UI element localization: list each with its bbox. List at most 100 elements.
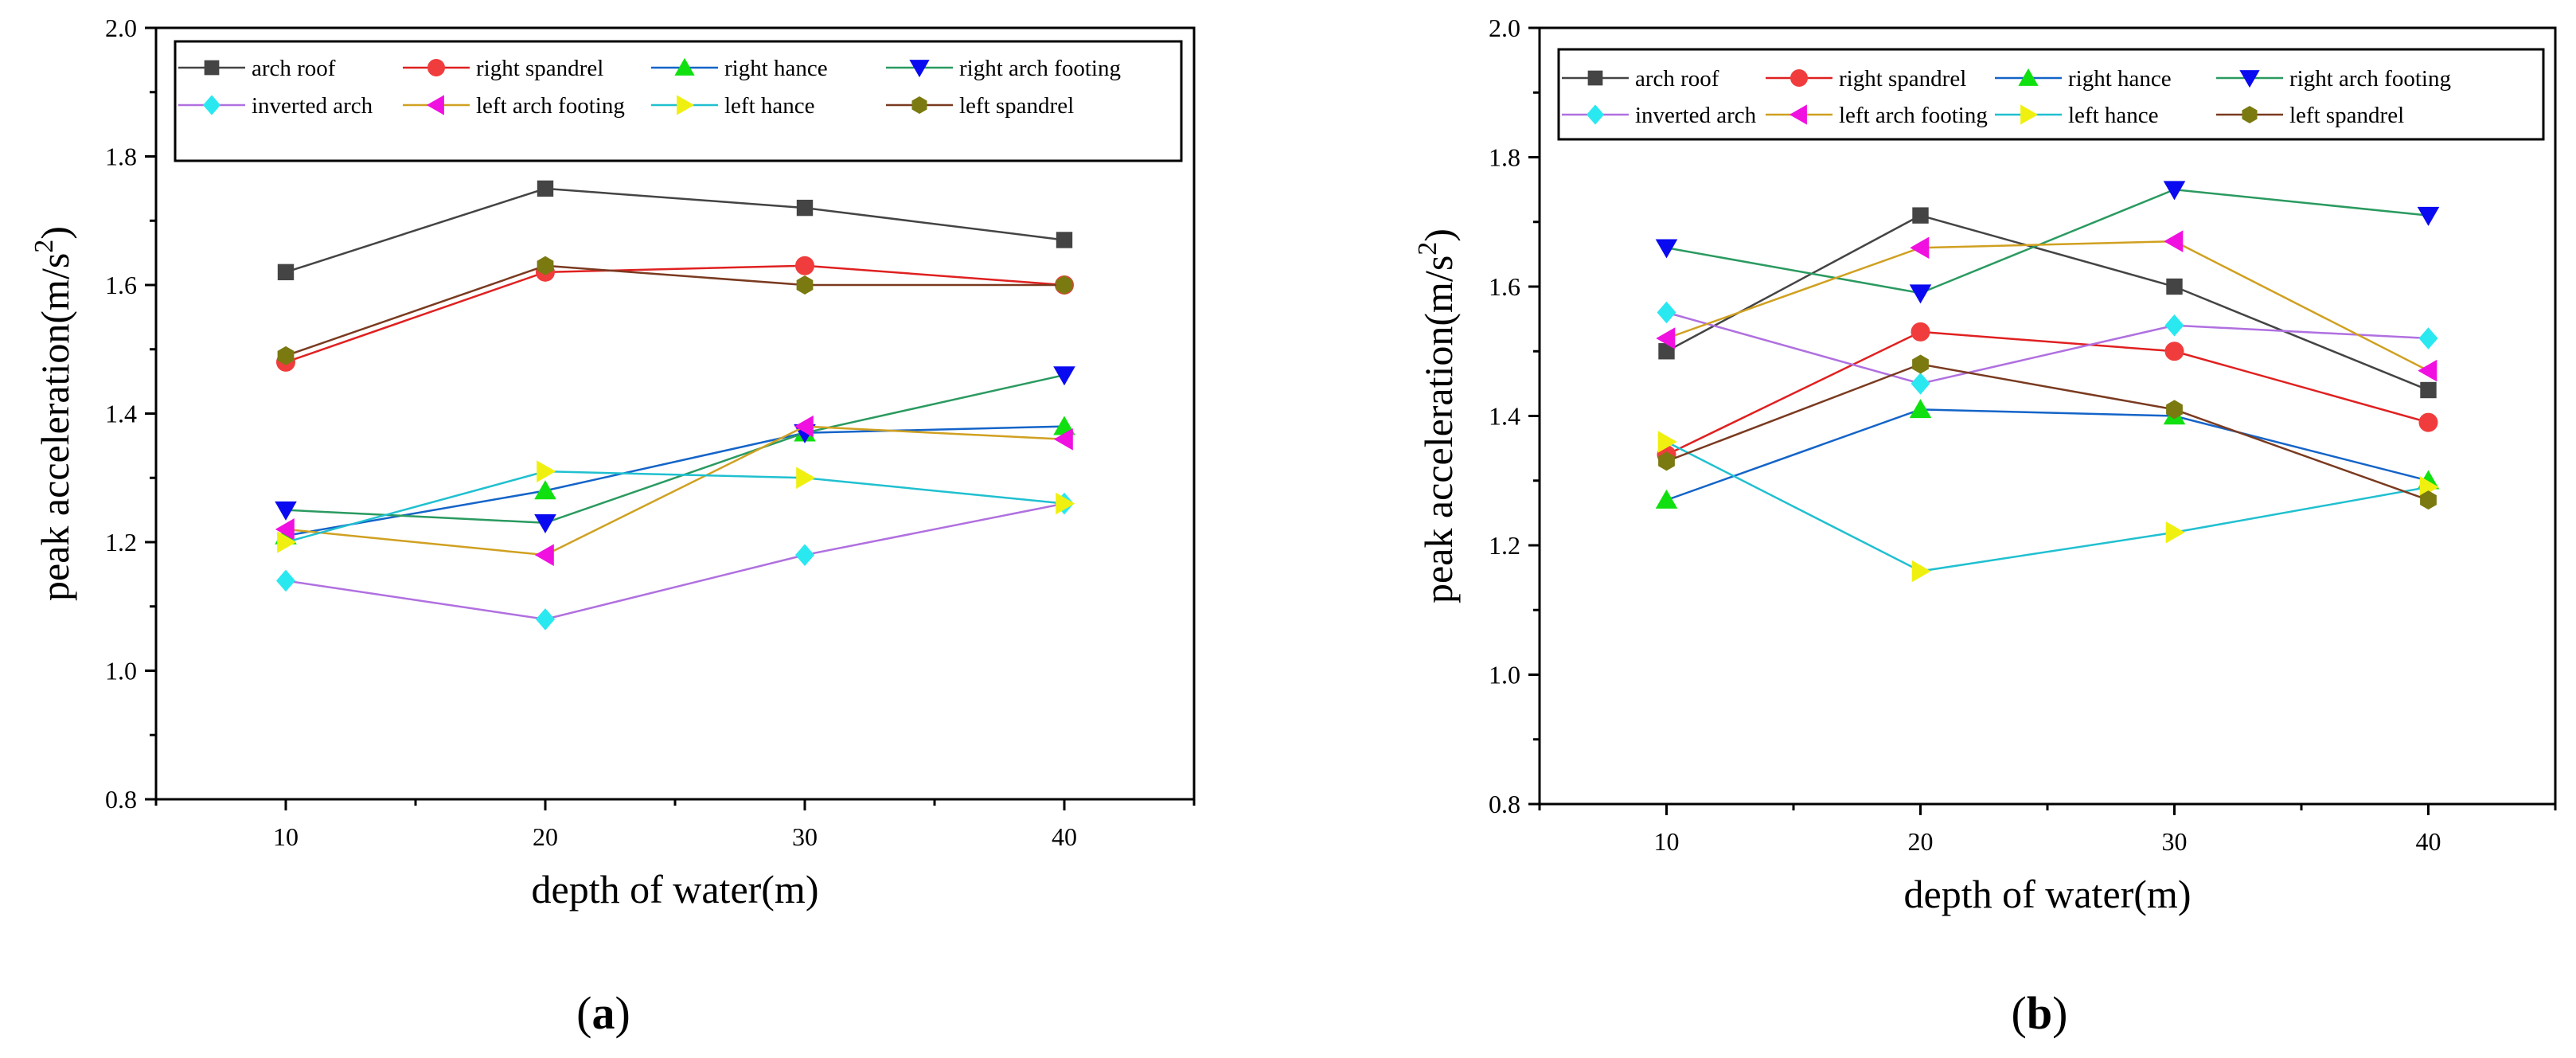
data-point <box>1656 327 1676 349</box>
panel-label: (a) <box>576 987 630 1039</box>
legend-marker <box>674 57 695 76</box>
series-line <box>1666 408 2429 502</box>
series-line <box>1666 311 2429 385</box>
series-left-arch-footing <box>1656 230 2437 382</box>
legend-label: right hance <box>2068 66 2172 92</box>
legend-item: right spandrel <box>1766 66 1966 92</box>
data-point <box>794 415 814 438</box>
legend-box <box>1557 48 2545 141</box>
series-line <box>285 425 1065 537</box>
series-line <box>1666 240 2430 372</box>
y-axis-label-text: peak acceleration(m/s <box>1416 256 1461 603</box>
legend-item: arch roof <box>178 56 336 81</box>
legend-marker <box>911 96 927 114</box>
y-tick-label: 1.4 <box>1489 402 1520 431</box>
legend-item: inverted arch <box>178 93 373 119</box>
series-arch-roof <box>277 180 1073 281</box>
data-point <box>277 531 297 553</box>
data-point <box>1909 284 1932 304</box>
data-point <box>796 467 816 490</box>
legend-item: right spandrel <box>403 56 603 81</box>
series-line <box>285 187 1065 274</box>
series-inverted-arch <box>276 492 1074 631</box>
series-left-spandrel <box>1658 354 2437 510</box>
series-left-arch-footing <box>275 415 1073 566</box>
data-point <box>2164 230 2184 252</box>
data-point <box>795 544 814 566</box>
data-point <box>1657 431 1677 453</box>
series-line <box>1666 188 2429 295</box>
y-tick-label: 2.0 <box>1489 14 1520 42</box>
data-point <box>1910 236 1930 260</box>
legend-item: right arch footing <box>2216 66 2451 92</box>
y-tick-label: 1.2 <box>1489 531 1520 560</box>
chart-panel-b: 0.8 1.0 1.2 1.4 1.6 1.8 2.0 10 20 30 40 depth of wa… <box>1413 14 2557 1039</box>
legend-item: right hance <box>651 56 828 81</box>
legend-label: right arch footing <box>959 56 1121 81</box>
legend-label: right hance <box>724 56 828 81</box>
data-point <box>2164 342 2184 361</box>
data-point <box>2164 314 2184 337</box>
series-line <box>1665 330 2429 456</box>
data-point <box>276 569 295 592</box>
legend-item: right hance <box>1995 66 2172 92</box>
x-tick-label: 20 <box>533 822 558 851</box>
data-point <box>2165 521 2185 544</box>
series-line <box>1666 363 2429 502</box>
y-axis-label-text: peak acceleration(m/s <box>33 253 77 601</box>
y-tick-label: 1.0 <box>105 657 137 685</box>
legend-label: left arch footing <box>476 93 625 119</box>
data-point <box>534 513 556 533</box>
x-tick-label: 40 <box>2416 827 2441 856</box>
data-point <box>1053 428 1073 451</box>
y-axis-label-close: ) <box>33 226 77 240</box>
data-point <box>1909 399 1932 419</box>
data-point <box>537 460 556 482</box>
y-axis-label: peak acceleration(m/s2) <box>29 226 77 601</box>
legend-marker <box>1789 104 1807 125</box>
legend-marker <box>1587 104 1604 125</box>
x-tick-label: 10 <box>273 822 299 851</box>
series-inverted-arch <box>1657 301 2438 395</box>
data-point <box>1658 451 1675 471</box>
data-point <box>2418 412 2438 432</box>
x-tick-label: 30 <box>792 822 818 851</box>
chart-panel-a: 0.8 1.0 1.2 1.4 1.6 1.8 2.0 10 20 30 40 depth of wa… <box>29 14 1196 1039</box>
legend-marker <box>427 59 445 76</box>
data-point <box>1655 489 1678 509</box>
data-point <box>796 275 814 295</box>
data-point <box>2417 206 2440 226</box>
legend-marker <box>204 60 220 76</box>
series-line <box>285 502 1065 621</box>
legend-item: left spandrel <box>2216 103 2404 128</box>
legend-label: arch roof <box>252 56 336 81</box>
legend-item: right arch footing <box>886 56 1121 81</box>
series-line <box>285 264 1064 357</box>
data-point <box>1911 322 1930 342</box>
y-tick-label: 1.0 <box>1489 661 1520 689</box>
legend-marker <box>1587 70 1603 86</box>
legend-item: left spandrel <box>886 93 1074 119</box>
data-point <box>1655 239 1678 259</box>
data-point <box>2418 359 2437 382</box>
data-point <box>534 544 554 566</box>
legend: arch roof right spandrel right hance right … <box>174 40 1183 162</box>
data-point <box>2163 181 2186 201</box>
data-point <box>534 480 556 500</box>
data-point <box>277 264 295 281</box>
data-point <box>2418 327 2438 349</box>
data-point <box>537 180 554 197</box>
data-point <box>2420 490 2437 510</box>
data-point <box>1056 275 1073 295</box>
y-tick-label: 1.4 <box>105 400 137 428</box>
legend-label: inverted arch <box>252 93 373 119</box>
panel-label: (b) <box>2012 987 2068 1039</box>
data-point <box>275 501 297 521</box>
series-line <box>1665 440 2429 572</box>
series-left-hance <box>1657 431 2439 583</box>
legend-item: left arch footing <box>403 93 625 119</box>
legend-label: left hance <box>2068 103 2159 128</box>
legend-marker <box>426 95 444 115</box>
legend-marker <box>2239 70 2260 88</box>
